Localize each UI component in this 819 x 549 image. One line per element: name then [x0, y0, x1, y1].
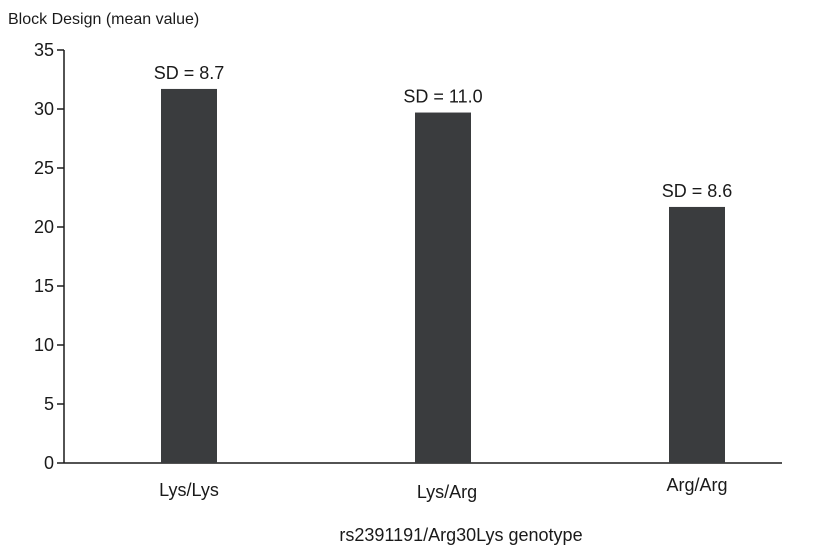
sd-annotation: SD = 11.0 [403, 87, 482, 107]
x-axis-label: rs2391191/Arg30Lys genotype [339, 525, 582, 545]
y-tick-label: 5 [44, 394, 54, 414]
category-label: Lys/Lys [159, 480, 219, 500]
category-label: Lys/Arg [417, 482, 477, 502]
y-tick-label: 0 [44, 453, 54, 473]
y-tick-label: 15 [34, 276, 54, 296]
y-axis-label: Block Design (mean value) [8, 11, 199, 28]
sd-annotation: SD = 8.7 [154, 63, 225, 83]
bar-lys-lys [161, 88, 217, 463]
sd-annotation: SD = 8.6 [662, 181, 733, 201]
y-tick-label: 35 [34, 40, 54, 60]
bars-group [161, 88, 725, 463]
y-tick-label: 10 [34, 335, 54, 355]
y-tick-label: 25 [34, 158, 54, 178]
bar-lys-arg [415, 112, 471, 463]
bar-arg-arg [669, 206, 725, 463]
sd-labels-group: SD = 8.7 SD = 11.0 SD = 8.6 [154, 63, 733, 201]
y-tick-label: 20 [34, 217, 54, 237]
category-labels-group: Lys/Lys Lys/Arg Arg/Arg [159, 475, 727, 502]
y-axis-ticks: 0 5 10 15 20 25 30 35 [34, 40, 64, 473]
category-label: Arg/Arg [666, 475, 727, 495]
y-tick-label: 30 [34, 99, 54, 119]
